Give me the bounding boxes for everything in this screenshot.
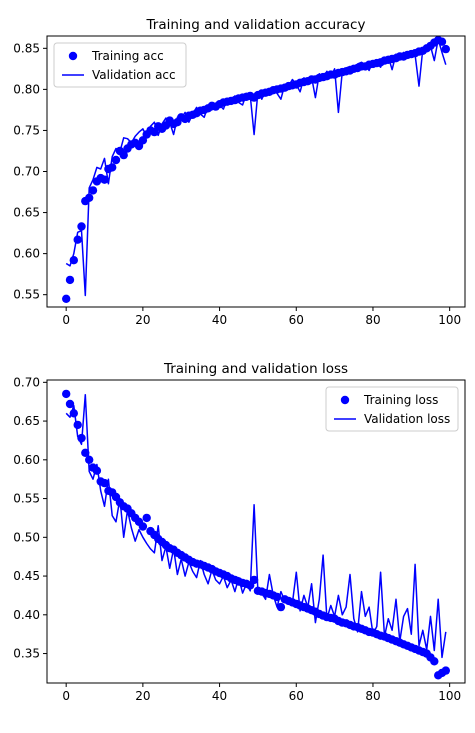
y-tick-label: 0.85 <box>13 41 40 55</box>
y-tick-label: 0.65 <box>13 414 40 428</box>
data-point <box>276 602 286 612</box>
legend-label: Validation loss <box>364 412 450 426</box>
data-point <box>73 235 82 244</box>
accuracy-chart: Training and validation accuracy 0 20 40 60 8… <box>13 17 466 327</box>
data-point <box>441 666 450 675</box>
axes-frame <box>46 379 466 684</box>
data-point <box>88 186 98 195</box>
series-line-validation-loss <box>65 393 447 659</box>
y-tick-label: 0.80 <box>13 82 40 96</box>
x-tick-label: 0 <box>62 313 70 327</box>
x-tick-label: 100 <box>438 313 461 327</box>
legend: Training acc Validation acc <box>53 42 187 88</box>
x-tick-label: 40 <box>212 689 227 703</box>
data-point <box>73 420 82 430</box>
chart-title: Training and validation loss <box>163 361 348 377</box>
x-tick-label: 0 <box>62 689 70 703</box>
chart-title: Training and validation accuracy <box>146 17 366 33</box>
legend: Training loss Validation loss <box>325 386 459 432</box>
y-tick-label: 0.55 <box>13 288 40 302</box>
x-tick-label: 80 <box>365 689 380 703</box>
x-tick-label: 60 <box>289 689 304 703</box>
data-point <box>61 294 71 303</box>
x-tick-label: 100 <box>438 689 461 703</box>
data-point <box>100 175 109 184</box>
x-tick-label: 60 <box>289 313 304 327</box>
x-tick-label: 20 <box>135 313 150 327</box>
legend-box <box>325 386 459 432</box>
data-point <box>138 522 148 531</box>
data-point <box>100 478 109 488</box>
legend-label: Training loss <box>363 393 438 407</box>
y-tick-label: 0.60 <box>13 247 40 261</box>
data-point <box>77 222 86 231</box>
data-point <box>111 155 121 165</box>
series-line-validation-acc <box>65 38 447 297</box>
legend-label: Training acc <box>91 49 164 63</box>
y-tick-label: 0.55 <box>13 492 40 506</box>
x-tick-label: 80 <box>365 313 380 327</box>
loss-chart: Training and validation loss 0 20 40 60 80 100… <box>13 361 466 703</box>
data-point <box>441 44 450 54</box>
data-point <box>65 399 75 409</box>
y-tick-label: 0.50 <box>13 530 40 544</box>
data-point <box>249 575 259 585</box>
y-tick-label: 0.70 <box>13 165 40 179</box>
plot-area <box>61 36 450 303</box>
legend-box <box>53 42 187 88</box>
data-point <box>119 150 128 160</box>
y-tick-label: 0.70 <box>13 375 40 389</box>
data-point <box>65 275 75 285</box>
y-tick-label: 0.75 <box>13 123 40 137</box>
x-tick-label: 20 <box>135 689 150 703</box>
y-tick-label: 0.45 <box>13 569 40 583</box>
legend-label: Validation acc <box>92 68 176 82</box>
y-tick-label: 0.60 <box>13 453 40 467</box>
y-tick-label: 0.40 <box>13 608 40 622</box>
y-tick-label: 0.35 <box>13 647 40 661</box>
data-point <box>61 389 71 399</box>
data-point <box>142 513 151 523</box>
plot-area <box>61 389 450 680</box>
legend-marker-swatch <box>68 51 78 61</box>
data-point <box>430 657 439 666</box>
legend-marker-swatch <box>340 395 350 405</box>
y-tick-label: 0.65 <box>13 206 40 220</box>
x-tick-label: 40 <box>212 313 227 327</box>
data-point <box>108 163 117 172</box>
